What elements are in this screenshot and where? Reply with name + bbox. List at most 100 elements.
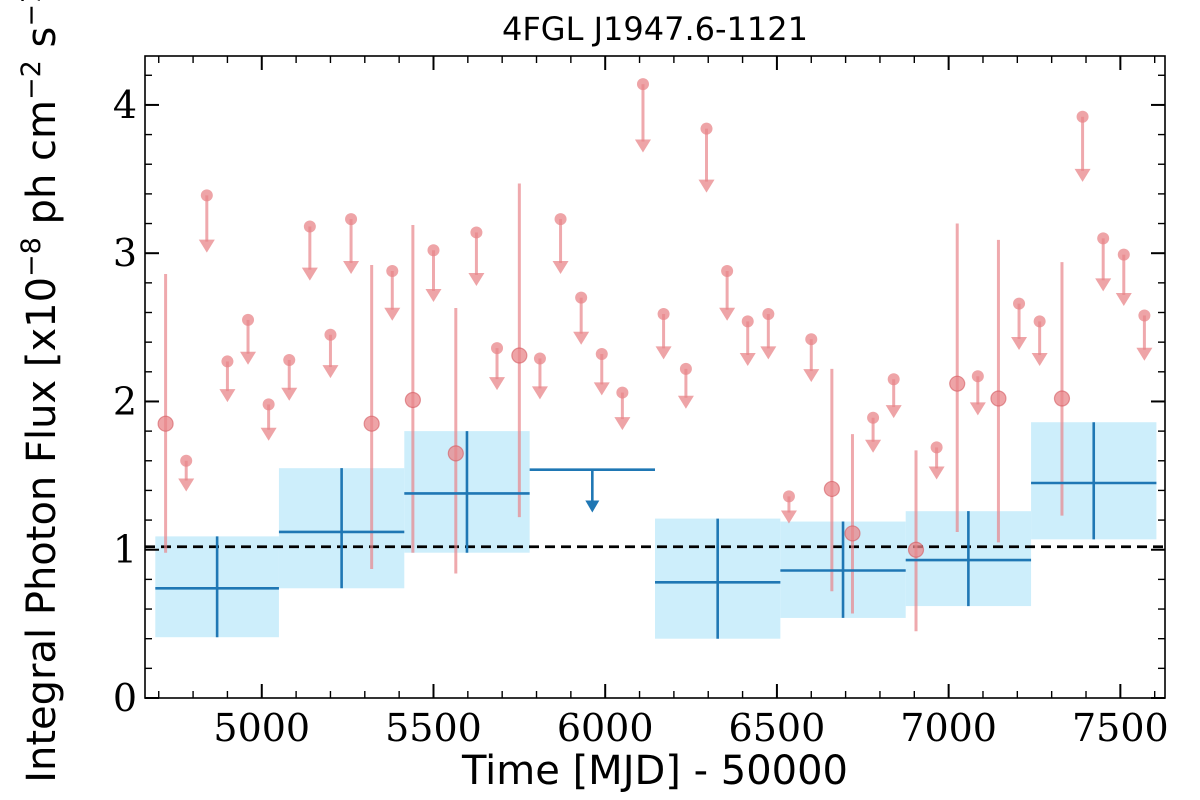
short-bin-detection-point [157,415,174,432]
short-bin-upper-limit-head [1074,168,1091,182]
short-bin-upper-limit-head [240,351,257,365]
x-tick-label: 7500 [1072,706,1169,750]
short-bin-upper-limit-head [760,346,777,360]
short-bin-detection-point [447,445,464,462]
short-bin-upper-limit-head [634,139,651,153]
x-tick-label: 6500 [729,706,826,750]
short-bin-detection-point [1053,390,1071,407]
short-bin-upper-limit-point [1076,110,1089,123]
long-bin-points [155,422,1157,639]
short-bin-upper-limit-head [803,369,820,383]
short-bin-upper-limit-head [865,439,882,453]
short-bin-upper-limit-point [1013,297,1026,310]
short-bin-upper-limit-point [554,213,567,226]
short-bin-upper-limit-head [301,267,318,281]
short-bin-upper-limit-point [575,291,588,304]
short-bin-upper-limit-point [1117,248,1130,261]
short-bin-upper-limit-head [593,382,610,396]
long-bin-upper-limit-head [585,500,600,513]
short-bin-upper-limit-point [657,307,670,320]
x-tick-label: 7000 [900,706,997,750]
short-bin-upper-limit-head [677,395,694,409]
chart-title: 4FGL J1947.6-1121 [502,10,808,48]
short-bin-detection-point [363,415,380,432]
short-bin-upper-limit-head [343,260,360,274]
short-bin-upper-limit-head [384,307,401,321]
short-bin-upper-limit-head [1031,353,1048,367]
short-bin-upper-limit-point [345,213,358,226]
y-tick-label: 1 [113,528,137,572]
short-bin-upper-limit-point [200,189,213,202]
short-bin-upper-limit-head [552,260,569,274]
short-bin-upper-limit-point [1097,232,1110,245]
short-bin-upper-limit-head [425,289,442,303]
short-bin-upper-limit-head [219,389,236,403]
short-bin-upper-limit-head [1095,278,1112,292]
short-bin-detection-point [907,541,925,558]
plot-frame [144,55,1166,699]
short-bin-upper-limit-point [1033,315,1046,328]
short-bin-upper-limit-head [489,377,506,391]
short-bin-upper-limit-point [805,333,818,346]
short-bin-detection-point [404,391,421,409]
short-bin-points [157,78,1153,632]
y-axis-label: Integral Photon Flux [x10−8 ph cm−2 s−1] [16,0,66,783]
short-bin-upper-limit-head [928,466,945,480]
short-bin-upper-limit-head [260,427,277,441]
short-bin-upper-limit-point [180,454,193,467]
short-bin-upper-limit-head [885,405,902,419]
short-bin-upper-limit-point [721,264,734,277]
y-tick-label: 3 [113,231,137,275]
short-bin-upper-limit-head [281,387,298,401]
short-bin-upper-limit-point [262,398,275,411]
short-bin-upper-limit-point [427,244,440,257]
short-bin-detection-point [949,375,966,392]
short-bin-upper-limit-point [283,353,296,366]
x-tick-label: 6000 [557,706,654,750]
short-bin-upper-limit-point [1138,309,1151,322]
short-bin-upper-limit-point [221,355,234,368]
x-tick-label: 5000 [213,706,310,750]
short-bin-upper-limit-point [762,307,775,320]
y-tick-label: 0 [113,676,137,720]
short-bin-upper-limit-head [198,239,215,253]
x-axis-label: Time [MJD] - 50000 [461,748,848,794]
short-bin-upper-limit-point [595,348,608,361]
short-bin-upper-limit-head [614,417,631,431]
short-bin-upper-limit-point [491,342,504,355]
short-bin-upper-limit-head [739,353,756,367]
short-bin-upper-limit-head [322,365,339,379]
short-bin-detection-point [511,347,528,364]
short-bin-upper-limit-point [741,315,754,328]
short-bin-detection-point [844,525,861,542]
short-bin-upper-limit-head [719,307,736,321]
short-bin-detection-point [823,480,840,498]
axis-ticks [145,56,1165,699]
y-tick-labels: 0 1 2 3 4 [113,83,137,720]
x-tick-label: 5500 [385,706,482,750]
short-bin-upper-limit-head [178,478,195,492]
short-bin-upper-limit-head [573,331,590,345]
short-bin-upper-limit-point [386,264,399,277]
short-bin-upper-limit-head [1011,337,1028,351]
short-bin-upper-limit-point [700,122,713,135]
short-bin-upper-limit-point [971,370,984,383]
short-bin-upper-limit-head [780,510,797,524]
short-bin-upper-limit-point [636,78,649,91]
short-bin-upper-limit-point [470,226,483,239]
short-bin-upper-limit-point [679,362,692,375]
short-bin-detection-point [990,390,1007,407]
x-tick-labels: 5000 5500 6000 6500 7000 7500 [213,706,1168,750]
short-bin-upper-limit-point [930,441,943,454]
short-bin-upper-limit-head [969,402,986,416]
short-bin-upper-limit-point [887,373,900,386]
short-bin-upper-limit-point [533,352,546,365]
short-bin-upper-limit-point [242,313,255,326]
short-bin-upper-limit-point [782,490,795,503]
short-bin-upper-limit-head [468,272,485,286]
y-tick-label: 2 [113,379,137,423]
short-bin-upper-limit-head [1136,347,1153,361]
short-bin-upper-limit-point [867,411,880,424]
